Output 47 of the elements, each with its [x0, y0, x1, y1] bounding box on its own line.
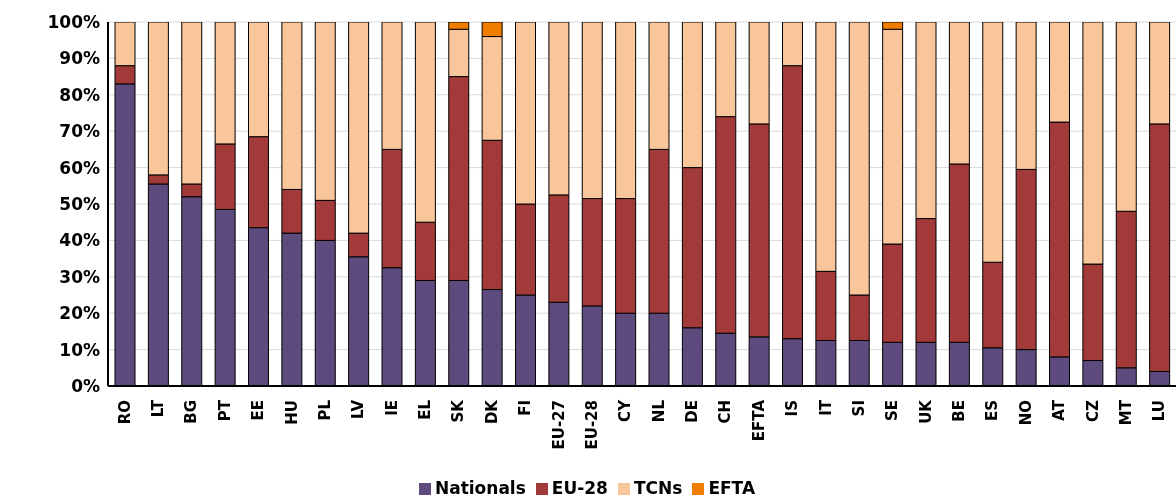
x-tick-label: BG: [182, 400, 201, 424]
y-tick-label: 40%: [59, 230, 100, 251]
x-tick-label: RO: [115, 400, 134, 425]
y-tick-label: 60%: [59, 157, 100, 178]
y-tick-label: 30%: [59, 266, 100, 287]
y-tick-label: 70%: [59, 121, 100, 142]
y-tick-label: 80%: [59, 84, 100, 105]
x-tick-label: MT: [1116, 399, 1135, 426]
x-tick-label: EU-27: [549, 400, 568, 450]
x-tick-label: AT: [1050, 399, 1069, 421]
x-tick-label: PT: [215, 399, 234, 422]
x-tick-label: CZ: [1083, 399, 1102, 422]
x-tick-label: CY: [616, 398, 635, 422]
y-tick-label: 50%: [59, 194, 100, 215]
x-tick-label: LU: [1150, 400, 1169, 422]
x-tick-label: IT: [816, 399, 835, 416]
x-tick-label: HU: [282, 400, 301, 425]
y-tick-label: 10%: [59, 339, 100, 360]
x-tick-label: IS: [783, 400, 802, 417]
x-tick-label: ES: [983, 400, 1002, 422]
x-tick-label: EL: [416, 399, 435, 420]
x-tick-label: NL: [649, 399, 668, 423]
legend-label: EU-28: [551, 478, 608, 498]
x-tick-label: LV: [349, 399, 368, 420]
x-tick-label: IE: [382, 400, 401, 416]
x-tick-label: CH: [716, 400, 735, 424]
y-tick-label: 0%: [71, 376, 100, 397]
x-tick-label: BE: [950, 400, 969, 422]
x-tick-label: LT: [149, 399, 168, 418]
x-tick-label: NO: [1016, 400, 1035, 426]
legend-label: TCNs: [633, 478, 683, 498]
legend-label: Nationals: [434, 478, 526, 498]
y-tick-label: 100%: [47, 12, 100, 33]
x-tick-label: DK: [482, 398, 501, 425]
y-tick-label: 20%: [59, 303, 100, 324]
x-tick-label: EFTA: [749, 399, 768, 442]
x-tick-label: PL: [315, 399, 334, 421]
y-tick-label: 90%: [59, 48, 100, 69]
x-tick-label: SI: [849, 400, 868, 417]
x-tick-label: EU-28: [582, 400, 601, 450]
x-tick-label: FI: [516, 400, 535, 416]
x-tick-label: SK: [449, 398, 468, 423]
x-tick-label: UK: [916, 398, 935, 424]
x-tick-label: DE: [683, 400, 702, 423]
legend-label: EFTA: [708, 478, 756, 498]
x-tick-label: SE: [883, 400, 902, 422]
x-tick-label: EE: [249, 400, 268, 421]
